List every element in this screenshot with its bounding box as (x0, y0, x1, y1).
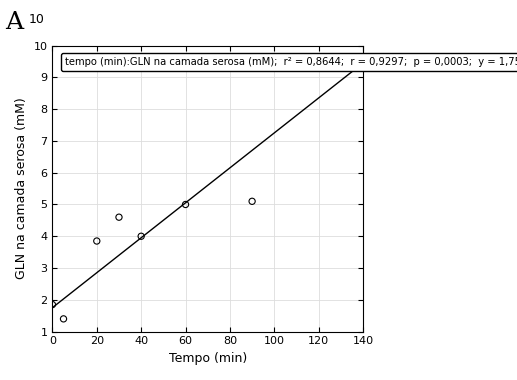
Text: A: A (5, 11, 23, 35)
Y-axis label: GLN na camada serosa (mM): GLN na camada serosa (mM) (15, 98, 28, 279)
Legend: tempo (min):GLN na camada serosa (mM);  r² = 0,8644;  r = 0,9297;  p = 0,0003;  : tempo (min):GLN na camada serosa (mM); r… (60, 54, 517, 71)
Point (48, 302, 56, 308)
Point (248, 198, 256, 204)
Point (93, 238, 101, 244)
Point (115, 214, 123, 220)
X-axis label: Tempo (min): Tempo (min) (169, 352, 247, 365)
Point (59, 316, 68, 322)
Point (314, 62, 323, 68)
Point (181, 201, 190, 207)
Point (137, 233, 145, 239)
Text: 10: 10 (28, 13, 44, 26)
